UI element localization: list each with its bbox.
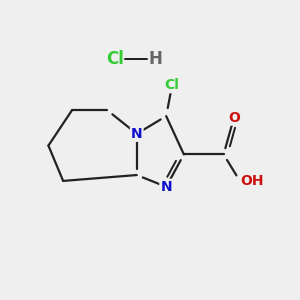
Text: H: H [149,50,163,68]
Text: Cl: Cl [165,78,179,92]
Text: OH: OH [240,174,263,188]
Text: N: N [131,127,142,141]
Text: Cl: Cl [106,50,124,68]
Text: O: O [228,111,240,124]
Text: N: N [160,180,172,194]
